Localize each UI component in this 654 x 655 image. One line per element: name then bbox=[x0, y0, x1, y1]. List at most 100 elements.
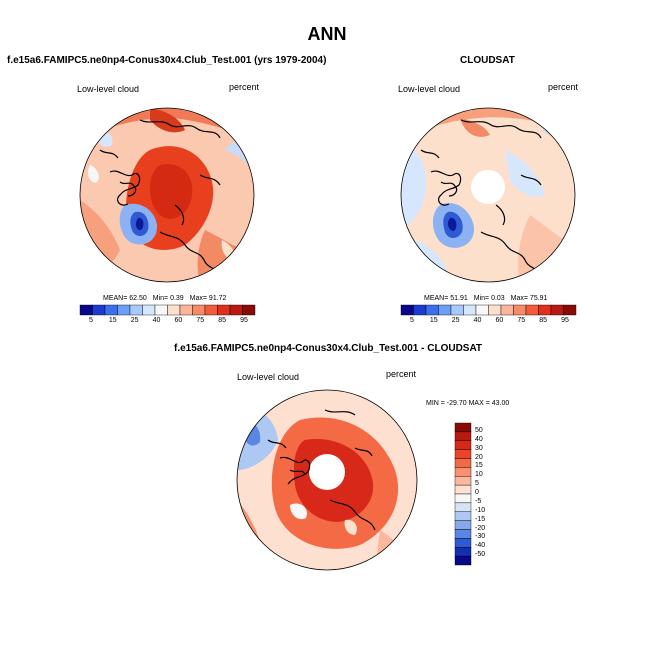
max-label: Max= bbox=[510, 295, 528, 302]
colorbar-tick-label: 95 bbox=[561, 317, 569, 324]
figure-title: ANN bbox=[307, 24, 347, 44]
colorbar-swatch bbox=[425, 304, 439, 316]
min-label: Min= bbox=[473, 295, 490, 302]
min-label: Min= bbox=[152, 295, 169, 302]
colorbar-swatch bbox=[454, 520, 472, 530]
panel-title-diff: f.e15a6.FAMIPC5.ne0np4-Conus30x4.Club_Te… bbox=[174, 343, 483, 354]
panel-title-obs: CLOUDSAT bbox=[460, 55, 515, 66]
colorbar-tick-label: 40 bbox=[475, 435, 483, 443]
colorbar-swatch bbox=[454, 511, 472, 521]
colorbar-swatch bbox=[92, 304, 106, 316]
colorbar-swatch bbox=[79, 304, 93, 316]
colorbar-tick-label: 5 bbox=[88, 317, 93, 324]
colorbar-tick-label: 0 bbox=[475, 489, 479, 496]
colorbar-tick-label: -5 bbox=[475, 497, 482, 505]
colorbar-tick-label: 5 bbox=[475, 480, 479, 488]
colorbar-swatch bbox=[463, 304, 477, 316]
colorbar-tick-label: 10 bbox=[475, 471, 483, 479]
colorbar-swatch bbox=[500, 304, 514, 316]
colorbar-swatch bbox=[454, 555, 472, 566]
colorbar-swatch bbox=[413, 304, 427, 316]
colorbar-tick-label: 25 bbox=[451, 317, 460, 324]
coastlines-model bbox=[99, 119, 225, 279]
colorbar-tick-label: 85 bbox=[539, 317, 548, 324]
map-border-obs bbox=[400, 107, 576, 283]
colorbar-swatch bbox=[167, 304, 181, 316]
colorbar-tick-label: -30 bbox=[475, 533, 486, 541]
colorbar-swatch bbox=[192, 304, 206, 316]
colorbar-swatch bbox=[179, 304, 193, 316]
colorbar-swatch bbox=[488, 304, 502, 316]
colorbar-tick-label: 40 bbox=[473, 317, 482, 324]
map-border-model bbox=[79, 107, 255, 283]
colorbar-tick-label: 15 bbox=[475, 462, 483, 470]
colorbar-tick-label: -40 bbox=[475, 542, 486, 550]
colorbar-swatch bbox=[454, 422, 472, 433]
colorbar-tick-label: 5 bbox=[409, 317, 414, 324]
colorbar-tick-label: 50 bbox=[475, 426, 483, 434]
colorbar-swatch bbox=[454, 484, 472, 495]
colorbar-swatch bbox=[450, 304, 464, 316]
colorbar-tick-label: 30 bbox=[475, 444, 483, 452]
polar-map-model bbox=[80, 108, 254, 282]
max-value: 75.91 bbox=[529, 295, 548, 302]
colorbar-swatch bbox=[454, 449, 472, 459]
min-value: 0.39 bbox=[170, 295, 184, 302]
mean-label: MEAN= bbox=[424, 295, 449, 302]
variable-label-diff: Low-level cloud bbox=[237, 372, 300, 382]
variable-label-obs: Low-level cloud bbox=[398, 84, 461, 94]
stats-diff: MIN = -29.70 MAX = 43.00 bbox=[426, 400, 510, 407]
coastlines-diff bbox=[267, 409, 376, 531]
colorbar-swatch bbox=[525, 304, 539, 316]
colorbar-tick-label: 60 bbox=[174, 317, 183, 324]
colorbar-tick-label: 85 bbox=[218, 317, 227, 324]
max-value: 91.72 bbox=[208, 295, 227, 302]
colorbar-swatch bbox=[104, 304, 118, 316]
colorbar-model bbox=[79, 304, 256, 316]
colorbar-tick-label: -15 bbox=[475, 515, 486, 523]
colorbar-swatch bbox=[454, 529, 472, 539]
colorbar-swatch bbox=[563, 304, 577, 316]
min-value: 0.03 bbox=[491, 295, 505, 302]
colorbar-swatch bbox=[550, 304, 564, 316]
polar-map-diff bbox=[237, 390, 417, 570]
colorbar-swatch bbox=[129, 304, 143, 316]
colorbar-swatch bbox=[229, 304, 243, 316]
colorbar-tick-label: 15 bbox=[108, 317, 117, 324]
colorbar-diff bbox=[454, 422, 472, 566]
colorbar-swatch bbox=[454, 502, 472, 512]
colorbar-swatch bbox=[400, 304, 414, 316]
panel-title-model: f.e15a6.FAMIPC5.ne0np4-Conus30x4.Club_Te… bbox=[7, 55, 327, 66]
colorbar-swatch bbox=[204, 304, 218, 316]
colorbar-swatch bbox=[513, 304, 527, 316]
colorbar-swatch bbox=[242, 304, 256, 316]
colorbar-swatch bbox=[454, 493, 472, 504]
colorbar-swatch bbox=[454, 431, 472, 441]
colorbar-swatch bbox=[217, 304, 231, 316]
colorbar-swatch bbox=[475, 304, 489, 316]
units-label-diff: percent bbox=[386, 369, 417, 379]
colorbar-tick-label: 75 bbox=[196, 317, 205, 324]
colorbar-tick-label: -20 bbox=[475, 524, 486, 532]
units-label-obs: percent bbox=[548, 82, 579, 92]
colorbar-swatch bbox=[454, 458, 472, 468]
colorbar-tick-label: 95 bbox=[240, 317, 248, 324]
colorbar-tick-label: 40 bbox=[152, 317, 161, 324]
max-label: Max= bbox=[189, 295, 207, 302]
colorbar-tick-label: -10 bbox=[475, 506, 486, 514]
colorbar-tick-label: 25 bbox=[130, 317, 139, 324]
colorbar-swatch bbox=[454, 547, 472, 557]
colorbar-tick-label: 75 bbox=[517, 317, 526, 324]
colorbar-tick-label: 60 bbox=[495, 317, 504, 324]
stats-obs: MEAN= 51.91 Min= 0.03 Max= 75.91 bbox=[424, 295, 547, 302]
colorbar-swatch bbox=[438, 304, 452, 316]
colorbar-swatch bbox=[454, 467, 472, 477]
colorbar-swatch bbox=[154, 304, 168, 316]
mean-value: 62.50 bbox=[129, 295, 147, 302]
stats-model: MEAN= 62.50 Min= 0.39 Max= 91.72 bbox=[103, 295, 226, 302]
colorbar-swatch bbox=[538, 304, 552, 316]
colorbar-obs bbox=[400, 304, 577, 316]
colorbar-swatch bbox=[117, 304, 131, 316]
colorbar-swatch bbox=[454, 538, 472, 548]
